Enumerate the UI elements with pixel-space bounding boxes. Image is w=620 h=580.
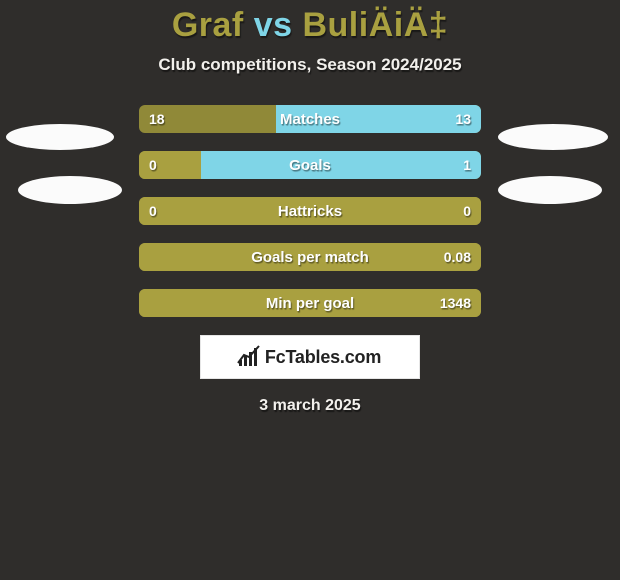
placeholder-oval <box>498 124 608 150</box>
stat-row: Min per goal1348 <box>139 289 481 317</box>
stat-fill-right <box>276 105 481 133</box>
stat-value-left: 0 <box>149 151 157 179</box>
stat-value-right: 1 <box>463 151 471 179</box>
stat-fill-left <box>139 289 481 317</box>
stat-row: Matches1813 <box>139 105 481 133</box>
stat-fill-right <box>201 151 481 179</box>
title-player-left: Graf <box>172 6 244 44</box>
stat-value-right: 13 <box>455 105 471 133</box>
stat-value-right: 0.08 <box>444 243 471 271</box>
title-vs: vs <box>254 6 293 44</box>
brand-text: FcTables.com <box>265 347 381 368</box>
brand-badge: FcTables.com <box>200 335 420 379</box>
title-player-right: BuliÄiÄ‡ <box>302 6 448 44</box>
subtitle: Club competitions, Season 2024/2025 <box>0 55 620 75</box>
stat-row: Goals per match0.08 <box>139 243 481 271</box>
stat-row: Goals01 <box>139 151 481 179</box>
stat-value-right: 1348 <box>440 289 471 317</box>
chart-icon <box>239 348 257 366</box>
stat-value-left: 18 <box>149 105 165 133</box>
title: Graf vs BuliÄiÄ‡ <box>0 0 620 45</box>
date: 3 march 2025 <box>0 397 620 415</box>
stats-area: Matches1813Goals01Hattricks00Goals per m… <box>0 105 620 415</box>
stat-fill-left <box>139 197 481 225</box>
placeholder-oval <box>6 124 114 150</box>
stat-rows: Matches1813Goals01Hattricks00Goals per m… <box>139 105 481 317</box>
placeholder-oval <box>498 176 602 204</box>
comparison-infographic: Graf vs BuliÄiÄ‡ Club competitions, Seas… <box>0 0 620 580</box>
stat-value-left: 0 <box>149 197 157 225</box>
placeholder-oval <box>18 176 122 204</box>
stat-value-right: 0 <box>463 197 471 225</box>
stat-row: Hattricks00 <box>139 197 481 225</box>
stat-fill-left <box>139 243 481 271</box>
